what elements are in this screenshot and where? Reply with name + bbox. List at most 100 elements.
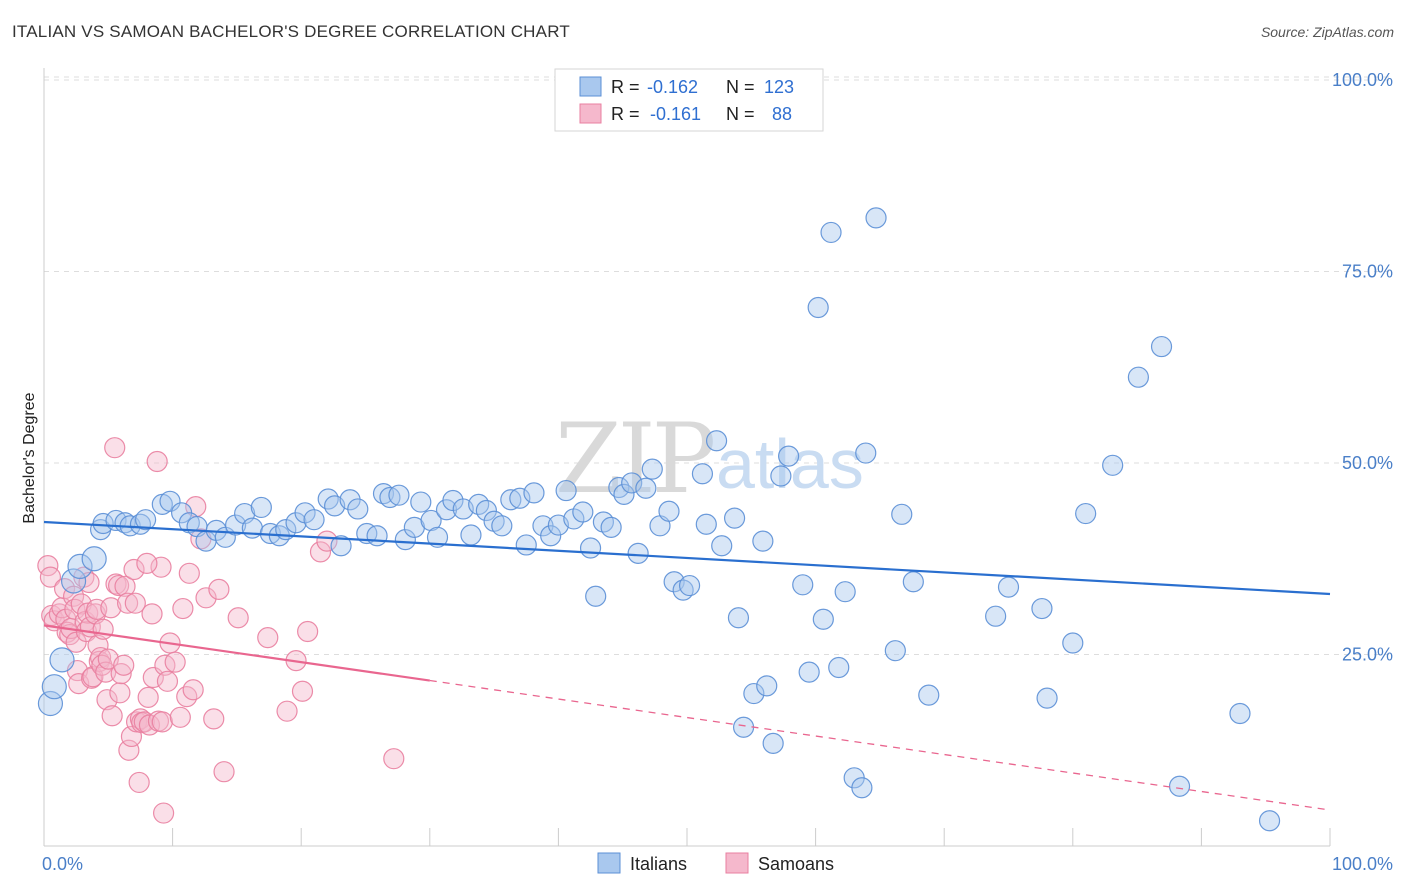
italians-point: [1102, 454, 1124, 476]
italians-point: [1150, 335, 1173, 358]
italians-point: [627, 542, 649, 564]
samoans-point: [136, 552, 158, 574]
legend-samoans-n-value: 88: [772, 104, 792, 124]
samoans-point: [146, 450, 168, 473]
italians-point: [515, 534, 537, 556]
watermark-atlas: atlas: [716, 425, 864, 503]
bottom-legend-italians-swatch: [597, 852, 621, 874]
samoans-point: [118, 739, 140, 761]
italians-point: [621, 472, 643, 494]
italians-point: [851, 777, 873, 799]
italians-point: [555, 479, 577, 502]
italians-point: [834, 581, 856, 603]
italians-point: [225, 514, 247, 536]
x-tick-label-min: 0.0%: [42, 854, 83, 874]
samoans-trend-extension: [429, 679, 1331, 811]
gridlines: [44, 76, 1393, 655]
italians-point: [600, 516, 622, 538]
italians-point: [592, 511, 615, 533]
y-tick-label: 100.0%: [1332, 70, 1393, 90]
samoans-point: [100, 597, 122, 619]
samoans-point: [104, 437, 126, 459]
samoans-point: [39, 566, 62, 588]
samoans-point: [227, 607, 249, 629]
samoans-point: [172, 597, 194, 620]
italians-point: [159, 490, 181, 512]
italians-point: [134, 509, 157, 531]
samoans-point: [276, 700, 298, 722]
legend-samoans-n-label: N =: [726, 104, 755, 124]
samoans-point: [114, 575, 136, 597]
italians-point: [1075, 502, 1097, 525]
legend-italians-r-label: R =: [611, 77, 640, 97]
source-label: Source: ZipAtlas.com: [1260, 24, 1394, 40]
samoans-point: [291, 680, 314, 702]
italians-point: [658, 500, 680, 522]
italians-point: [585, 585, 607, 607]
watermark-zip: ZIP: [555, 403, 714, 515]
legend-italians-r-value: -0.162: [647, 77, 698, 97]
italians-point: [985, 605, 1007, 627]
samoans-point: [124, 592, 146, 614]
italians-point: [884, 640, 906, 662]
italians-point: [60, 568, 87, 594]
italians-point: [997, 576, 1020, 598]
samoans-point: [152, 802, 175, 824]
samoans-point: [92, 618, 114, 640]
italians-point: [777, 445, 800, 467]
italians-points: [37, 207, 1281, 832]
samoans-point: [116, 592, 139, 614]
legend-box: R = -0.162 N = 123 R = -0.161 N = 88: [554, 68, 824, 132]
italians-point: [828, 656, 850, 679]
italians-point: [1031, 597, 1053, 620]
samoans-point: [137, 686, 159, 708]
italians-point: [579, 537, 602, 559]
italians-point: [743, 682, 765, 705]
italians-point: [1127, 366, 1149, 388]
italians-point: [770, 465, 792, 487]
samoans-trend-line: [43, 624, 430, 682]
italians-point: [67, 553, 93, 580]
samoans-point: [195, 587, 217, 609]
bottom-legend-samoans-label: Samoans: [758, 854, 834, 874]
y-tick-label: 25.0%: [1342, 645, 1393, 665]
italians-point: [523, 482, 545, 504]
italians-point: [732, 716, 755, 738]
italians-point: [330, 535, 352, 557]
italians-point: [711, 535, 733, 557]
samoans-point: [96, 689, 118, 711]
italians-point: [695, 513, 717, 535]
italians-point: [491, 515, 513, 537]
samoans-point: [213, 761, 235, 783]
italians-point: [798, 661, 820, 683]
samoans-points: [37, 437, 405, 824]
italians-point: [678, 574, 701, 597]
italians-point: [250, 496, 272, 519]
italians-point: [509, 487, 531, 509]
italians-point: [891, 503, 913, 525]
samoans-point: [109, 682, 131, 704]
italians-point: [705, 430, 728, 452]
italians-point: [366, 525, 388, 547]
italians-point: [475, 499, 497, 522]
bottom-legend-samoans-swatch: [725, 852, 749, 874]
bottom-legend: Italians Samoans: [597, 852, 834, 874]
italians-point: [613, 483, 635, 506]
legend-samoans-swatch: [579, 103, 602, 124]
y-tick-label: 50.0%: [1342, 453, 1393, 473]
italians-point: [792, 574, 814, 596]
samoans-point: [156, 670, 179, 692]
italians-point: [865, 207, 887, 229]
legend-samoans-r-label: R =: [611, 104, 640, 124]
italians-point: [820, 221, 842, 244]
y-axis-label: Bachelor's Degree: [21, 392, 38, 523]
italians-point: [394, 528, 416, 551]
italians-point: [727, 607, 750, 629]
samoans-point: [113, 654, 135, 676]
italians-point: [762, 732, 784, 754]
samoans-point: [68, 673, 90, 695]
italians-point: [410, 491, 432, 513]
samoans-point: [110, 663, 132, 685]
italians-trend-line: [43, 520, 1331, 596]
italians-point: [92, 512, 114, 535]
